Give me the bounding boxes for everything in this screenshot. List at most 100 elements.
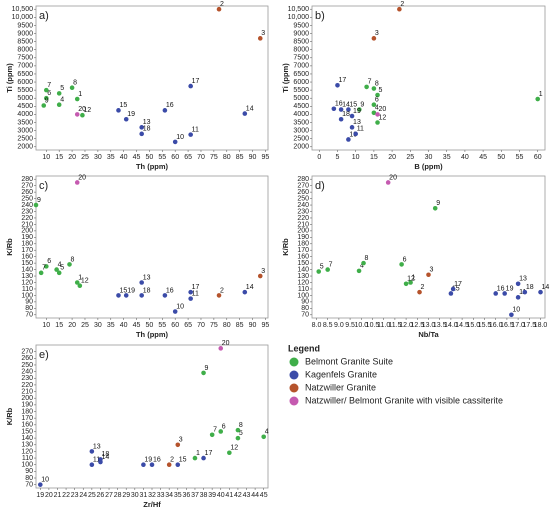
point-label: 15 (179, 457, 187, 464)
y-tick-label: 7000 (17, 63, 33, 70)
point-label: 20 (379, 106, 387, 113)
point (56, 91, 62, 96)
x-tick-label: 50 (497, 154, 505, 161)
x-tick-label: 25 (81, 154, 89, 161)
y-tick-label: 6000 (17, 79, 33, 86)
x-tick-label: 8.0 (312, 322, 322, 329)
x-tick-label: 24 (79, 492, 87, 499)
point-label: 11 (93, 457, 100, 464)
x-tick-label: 15.0 (466, 322, 480, 329)
x-tick-label: 17.0 (511, 322, 525, 329)
y-axis-label: K/Rb (5, 407, 14, 425)
point-label: 3 (261, 30, 265, 37)
point (89, 462, 95, 468)
point (139, 280, 144, 285)
y-tick-label: 5500 (17, 87, 33, 94)
panel-label: b) (315, 10, 325, 22)
point (166, 462, 172, 468)
x-tick-label: 35 (443, 154, 451, 161)
point-label: 9 (205, 365, 209, 372)
x-tick-label: 55 (516, 154, 524, 161)
x-tick-label: 70 (197, 154, 205, 161)
y-tick-label: 200 (21, 395, 33, 402)
point-label: 8 (239, 422, 243, 429)
point-label: 10 (176, 303, 184, 310)
point (349, 125, 355, 130)
y-tick-label: 150 (297, 260, 309, 267)
point-label: 1 (196, 450, 200, 457)
point-label: 15 (119, 287, 127, 294)
point-label: 20 (78, 106, 86, 113)
y-tick-label: 7000 (293, 63, 309, 70)
y-tick-label: 180 (297, 241, 309, 248)
point (397, 6, 402, 12)
y-tick-label: 260 (297, 189, 309, 196)
y-tick-label: 130 (21, 273, 33, 280)
y-tick-label: 150 (21, 428, 33, 435)
x-tick-label: 26 (97, 492, 105, 499)
point-label: 16 (153, 457, 161, 464)
point-label: 2 (220, 1, 224, 8)
point (188, 132, 193, 137)
y-tick-label: 270 (21, 348, 33, 355)
y-tick-label: 90 (25, 299, 33, 306)
x-tick-label: 9.5 (345, 322, 355, 329)
point-label: 13 (143, 119, 151, 126)
point (493, 291, 499, 296)
x-tick-label: 15.5 (478, 322, 492, 329)
point-label: 2 (421, 284, 425, 291)
point-label: 19 (127, 111, 135, 118)
point (56, 270, 62, 276)
point (316, 269, 322, 274)
point (188, 296, 193, 301)
point (139, 125, 144, 130)
y-tick-label: 4000 (17, 111, 33, 118)
x-tick-label: 95 (262, 322, 270, 329)
point (218, 346, 224, 351)
point-label: 19 (127, 287, 135, 294)
point (361, 260, 366, 266)
x-tick-label: 0 (317, 154, 321, 161)
y-tick-label: 230 (297, 208, 309, 215)
point (346, 107, 351, 112)
y-tick-label: 8000 (293, 47, 309, 54)
point-label: 8 (71, 256, 75, 263)
point-label: 12 (83, 107, 91, 114)
point-label: 8 (73, 80, 77, 87)
point (375, 92, 380, 98)
point-label: 11 (192, 126, 199, 133)
point-label: 10 (349, 131, 357, 138)
point-label: 13 (143, 274, 151, 281)
y-tick-label: 260 (21, 189, 33, 196)
y-tick-label: 70 (25, 482, 33, 489)
point (417, 289, 422, 295)
y-tick-label: 100 (21, 292, 33, 299)
x-tick-label: 50 (146, 154, 154, 161)
x-tick-label: 60 (534, 154, 542, 161)
point (538, 289, 543, 295)
y-tick-label: 150 (21, 260, 33, 267)
x-tick-label: 15 (370, 154, 378, 161)
point-label: 6 (375, 97, 379, 104)
x-tick-label: 10 (42, 154, 50, 161)
point (44, 264, 49, 269)
x-tick-label: 65 (184, 322, 192, 329)
x-tick-label: 30 (425, 154, 433, 161)
x-tick-label: 20 (45, 492, 53, 499)
point (172, 309, 178, 314)
x-tick-label: 43 (243, 492, 251, 499)
point (175, 442, 181, 448)
y-tick-label: 5500 (293, 87, 309, 94)
point (349, 113, 355, 119)
point-label: 15 (349, 101, 357, 108)
x-tick-label: 19 (36, 492, 44, 499)
point (175, 462, 181, 468)
point-label: 5 (60, 265, 64, 272)
y-tick-label: 180 (21, 408, 33, 415)
point-label: 13 (93, 443, 101, 450)
y-tick-label: 80 (301, 305, 309, 312)
y-tick-label: 110 (22, 286, 33, 293)
point-label: 7 (42, 265, 46, 272)
y-tick-label: 3500 (293, 119, 309, 126)
point (74, 280, 80, 285)
